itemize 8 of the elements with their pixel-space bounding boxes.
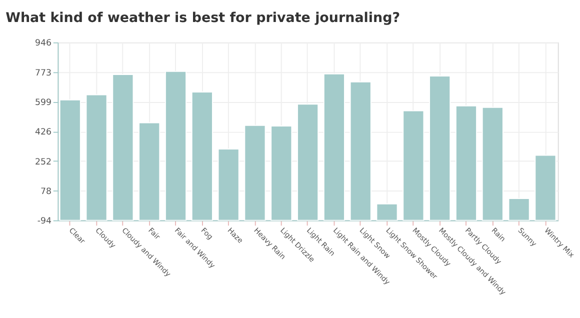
y-tick-label: -94 [37,216,52,227]
y-tick-label: 946 [34,38,52,49]
y-tick-label: 252 [34,157,52,168]
y-tick-label: 78 [40,187,52,198]
y-tick-label: 426 [34,128,52,138]
y-tick-label: 773 [34,68,52,78]
y-tick-label: 599 [34,98,52,108]
chart-title: What kind of weather is best for private journaling? [6,11,400,26]
